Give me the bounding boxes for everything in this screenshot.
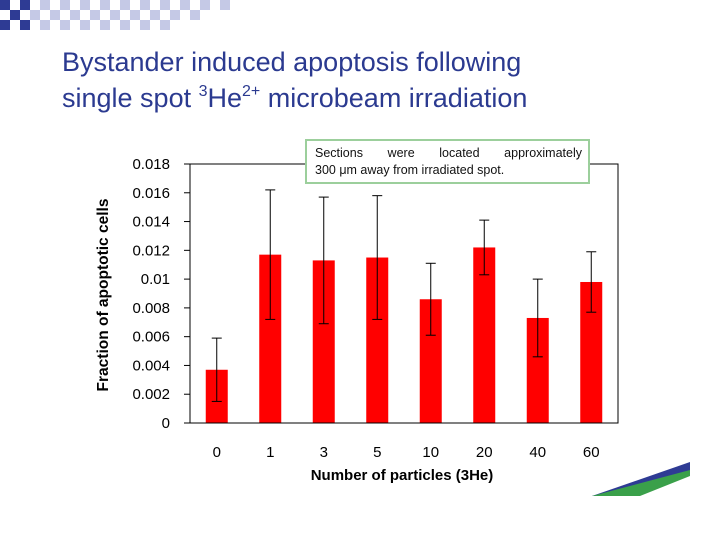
corner-swoosh-green xyxy=(592,470,690,496)
checker-cell xyxy=(140,0,150,10)
y-tick-label: 0.012 xyxy=(132,242,170,259)
title-helium: He xyxy=(207,83,243,113)
checker-cell xyxy=(130,10,140,20)
bar xyxy=(419,299,442,423)
checker-cell xyxy=(60,0,70,10)
checker-cell xyxy=(100,0,110,10)
y-tick-label: 0.014 xyxy=(132,214,170,231)
checker-cell xyxy=(30,10,40,20)
bar xyxy=(580,281,603,423)
bar xyxy=(473,247,496,423)
checker-cell xyxy=(170,10,180,20)
checker-cell xyxy=(40,0,50,10)
y-tick-label: 0.008 xyxy=(132,300,170,317)
x-tick-label: 1 xyxy=(266,444,274,461)
checker-pattern xyxy=(0,0,230,30)
checker-cell xyxy=(200,0,210,10)
x-tick-label: 40 xyxy=(529,444,546,461)
checker-cell xyxy=(40,20,50,30)
checker-cell xyxy=(90,10,100,20)
title-line-2-pre: single spot xyxy=(62,83,199,113)
y-ticks-group: 0 0.002 0.004 0.006 0.008 0.01 0.012 0.014 0.016… xyxy=(132,156,190,432)
x-tick-label: 3 xyxy=(320,444,328,461)
checker-cell xyxy=(160,0,170,10)
checker-cell xyxy=(140,20,150,30)
checker-cell xyxy=(60,20,70,30)
checker-cell xyxy=(120,0,130,10)
bar xyxy=(312,260,335,423)
y-tick-label: 0.004 xyxy=(132,357,170,374)
slide-title: Bystander induced apoptosis following si… xyxy=(62,44,527,116)
checker-cell xyxy=(0,0,10,10)
checker-cell xyxy=(80,20,90,30)
x-tick-label: 10 xyxy=(422,444,439,461)
checker-cell xyxy=(180,0,190,10)
title-superscript-mass: 3 xyxy=(198,83,208,100)
checker-cell xyxy=(120,20,130,30)
annotation-box: Sections were located approximately 300 … xyxy=(305,139,590,184)
checker-cell xyxy=(160,20,170,30)
checker-cell xyxy=(190,10,200,20)
checker-cell xyxy=(10,10,20,20)
annotation-line-1: Sections were located approximately xyxy=(315,146,582,160)
title-line-2-post: microbeam irradiation xyxy=(260,83,528,113)
x-tick-label: 20 xyxy=(476,444,493,461)
title-line-1: Bystander induced apoptosis following xyxy=(62,47,522,77)
plot-frame xyxy=(189,163,619,424)
checker-cell xyxy=(100,20,110,30)
y-axis-label: Fraction of apoptotic cells xyxy=(95,199,112,392)
checker-cell xyxy=(80,0,90,10)
checker-cell xyxy=(0,20,10,30)
y-tick-label: 0.01 xyxy=(141,271,170,288)
x-tick-label: 5 xyxy=(373,444,381,461)
y-tick-label: 0.006 xyxy=(132,329,170,346)
x-axis-label: Number of particles (3He) xyxy=(311,467,494,484)
y-tick-label: 0.002 xyxy=(132,386,170,403)
y-tick-label: 0.018 xyxy=(132,156,170,173)
bar xyxy=(526,317,549,423)
x-tick-label: 0 xyxy=(213,444,221,461)
error-bars-group xyxy=(211,189,597,402)
checker-cell xyxy=(110,10,120,20)
y-tick-label: 0 xyxy=(162,415,170,432)
checker-cell xyxy=(150,10,160,20)
bars-group xyxy=(205,247,603,423)
checker-cell xyxy=(220,0,230,10)
corner-swoosh-blue xyxy=(592,462,690,496)
checker-cell xyxy=(50,10,60,20)
bar xyxy=(259,254,282,423)
y-tick-label: 0.016 xyxy=(132,185,170,202)
annotation-line-2: 300 μm away from irradiated spot. xyxy=(315,163,505,177)
checker-cell xyxy=(20,0,30,10)
axes-group xyxy=(189,163,619,424)
checker-cell xyxy=(70,10,80,20)
bar xyxy=(366,257,389,423)
checker-cell xyxy=(20,20,30,30)
x-ticks-group: 0 1 3 5 10 20 40 60 xyxy=(213,444,600,461)
title-superscript-charge: 2+ xyxy=(242,83,261,100)
x-tick-label: 60 xyxy=(583,444,600,461)
